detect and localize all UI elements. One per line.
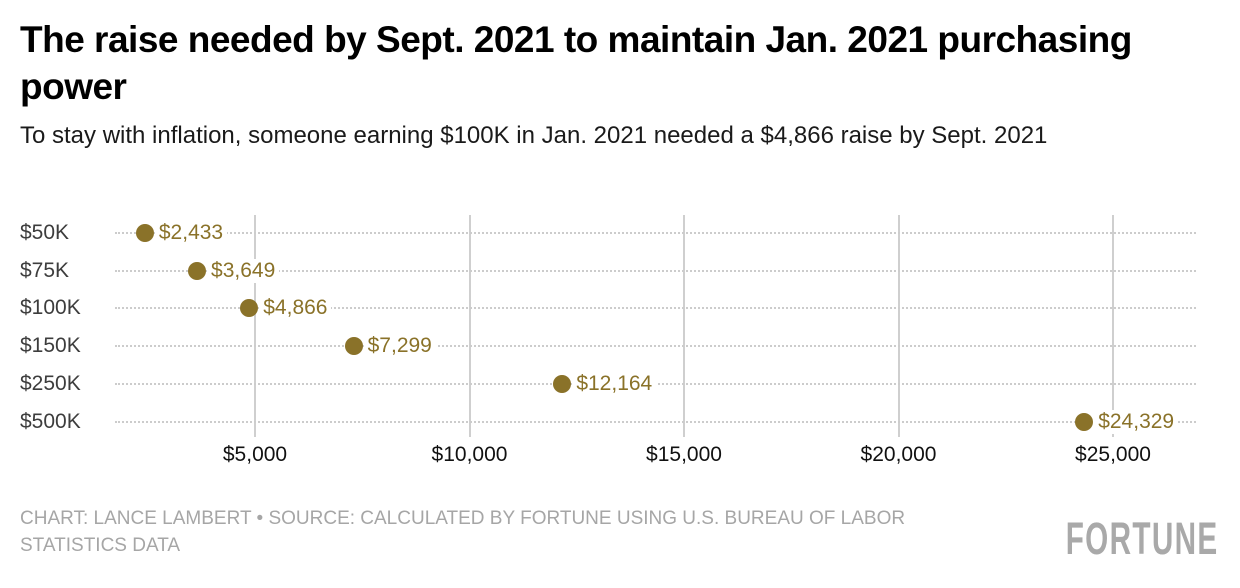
chart-credit: CHART: LANCE LAMBERT • SOURCE: CALCULATE…: [20, 508, 906, 556]
x-gridline: [897, 215, 900, 437]
x-gridline: [1112, 215, 1114, 437]
data-point-value-label: $24,329: [1094, 409, 1179, 434]
y-axis-category-label: $100K: [20, 296, 81, 320]
y-axis-category-label: $500K: [20, 409, 81, 433]
data-point-dot: [344, 337, 363, 356]
fortune-logo: FORTUNE: [1065, 513, 1218, 564]
data-point-dot: [240, 299, 259, 318]
grid-row-dotted-line: [115, 420, 1196, 423]
x-axis-tick-label: $10,000: [431, 443, 508, 466]
y-axis-category-label: $75K: [20, 258, 70, 282]
chart-subtitle: To stay with inflation, someone earning …: [20, 122, 1048, 149]
data-point-value-label: $2,433: [154, 221, 228, 245]
data-point-value-label: $12,164: [572, 371, 657, 396]
y-axis-category-label: $250K: [20, 371, 81, 395]
x-axis-tick-label: $20,000: [860, 443, 937, 466]
x-axis-tick-label: $5,000: [222, 443, 288, 466]
data-point-value-label: $4,866: [259, 296, 332, 321]
y-axis-category-label: $50K: [20, 221, 70, 244]
x-axis-tick-label: $25,000: [1075, 443, 1151, 466]
data-point-dot: [135, 224, 154, 242]
data-point-dot: [1075, 412, 1094, 431]
grid-row-dotted-line: [115, 269, 1196, 272]
grid-row-dotted-line: [115, 232, 1196, 234]
dot-plot-chart: $5,000 $10,000 $15,000 $20,000 $25,000 $50K $2…: [0, 205, 1240, 475]
x-gridline: [468, 215, 471, 437]
x-gridline: [683, 215, 685, 437]
grid-row-dotted-line: [115, 345, 1196, 348]
x-axis-tick-label: $15,000: [646, 443, 722, 466]
y-axis-category-label: $150K: [20, 334, 81, 358]
data-point-dot: [188, 261, 207, 280]
data-point-value-label: $7,299: [363, 334, 436, 359]
data-point-value-label: $3,649: [207, 258, 280, 283]
grid-row-dotted-line: [115, 307, 1196, 310]
data-point-dot: [553, 374, 572, 393]
chart-title: The raise needed by Sept. 2021 to mainta…: [20, 19, 1132, 107]
x-gridline: [254, 215, 256, 437]
